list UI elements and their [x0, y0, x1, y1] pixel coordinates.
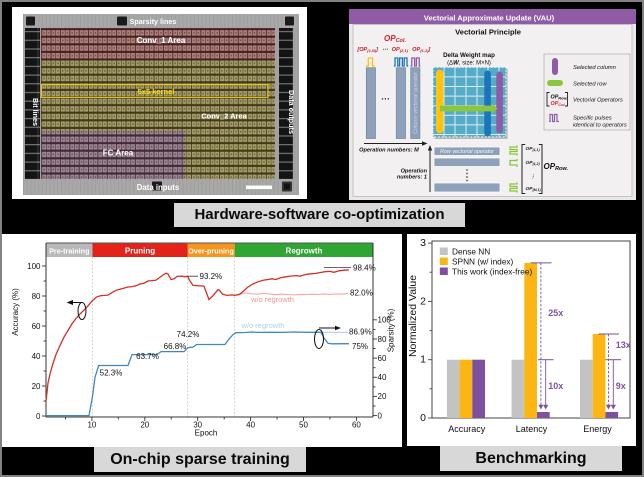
svg-text:OP(1,1): OP(1,1) [526, 146, 541, 152]
svg-text:Conv_2 Area: Conv_2 Area [201, 111, 247, 120]
svg-text:OP(1,1)]: OP(1,1)] [412, 47, 431, 53]
svg-text:Row vectorial operator: Row vectorial operator [440, 149, 494, 155]
svg-text:Selected column: Selected column [573, 65, 616, 71]
svg-text:80: 80 [32, 292, 41, 301]
svg-text:identical to operators: identical to operators [573, 123, 627, 129]
svg-text:25x: 25x [548, 308, 563, 318]
svg-text:75%: 75% [352, 342, 368, 351]
svg-text:66.8%: 66.8% [164, 342, 187, 351]
svg-text:Data outputs: Data outputs [287, 90, 296, 134]
svg-text:60: 60 [352, 421, 361, 430]
svg-text:w/o regrowth: w/o regrowth [250, 295, 294, 304]
svg-text:Regrowth: Regrowth [286, 247, 323, 256]
svg-text:Selected row: Selected row [573, 82, 607, 88]
svg-text:FC Area: FC Area [103, 149, 134, 158]
svg-text:This work (index-free): This work (index-free) [452, 267, 532, 277]
svg-text:100: 100 [378, 316, 392, 325]
svg-text:60: 60 [378, 354, 387, 363]
svg-text:SPNN (w/ index): SPNN (w/ index) [452, 257, 514, 267]
svg-text:⋯: ⋯ [382, 47, 388, 53]
svg-text:30: 30 [193, 421, 202, 430]
svg-text:⋮: ⋮ [531, 174, 536, 180]
svg-text:OPRow.: OPRow. [544, 162, 569, 172]
svg-text:20: 20 [140, 421, 149, 430]
svg-text:Sparsity (%): Sparsity (%) [387, 308, 396, 352]
svg-text:Vectorial Principle: Vectorial Principle [455, 27, 521, 36]
svg-text:74.2%: 74.2% [177, 330, 200, 339]
svg-text:Sparsity lines: Sparsity lines [130, 17, 177, 26]
svg-text:40: 40 [378, 373, 387, 382]
svg-text:60: 60 [32, 322, 41, 331]
svg-text:Pruning: Pruning [125, 247, 155, 256]
svg-text:Conv_1 Area: Conv_1 Area [137, 36, 186, 45]
svg-text:52.3%: 52.3% [100, 369, 123, 378]
svg-text:10x: 10x [548, 381, 563, 391]
svg-text:82.0%: 82.0% [350, 289, 373, 298]
svg-text:Accuracy: Accuracy [448, 424, 486, 434]
svg-text:Specific pulses: Specific pulses [573, 116, 612, 122]
svg-text:0: 0 [36, 412, 41, 421]
svg-text:Bit lines: Bit lines [31, 98, 40, 126]
svg-text:w/o regrowth: w/o regrowth [241, 321, 285, 330]
svg-text:5x5 kernel: 5x5 kernel [138, 87, 175, 96]
svg-text:10: 10 [87, 421, 96, 430]
svg-text:Latency: Latency [516, 424, 548, 434]
svg-text:Energy: Energy [583, 424, 612, 434]
svg-text:13x: 13x [616, 340, 631, 350]
svg-text:100: 100 [27, 262, 41, 271]
svg-text:Column vectorial operator: Column vectorial operator [413, 72, 419, 134]
svg-text:1: 1 [420, 354, 426, 366]
svg-text:2: 2 [420, 295, 426, 307]
svg-text:OP(2,1): OP(2,1) [392, 47, 409, 53]
svg-text:3: 3 [420, 237, 426, 249]
svg-text:Over-pruning: Over-pruning [188, 246, 234, 255]
svg-text:Epoch: Epoch [195, 429, 218, 438]
svg-text:Delta Weight map: Delta Weight map [443, 52, 495, 59]
svg-text:63.7%: 63.7% [136, 352, 159, 361]
svg-text:50: 50 [299, 421, 308, 430]
svg-text:86.9%: 86.9% [349, 328, 372, 337]
svg-text:OP(1,2): OP(1,2) [526, 160, 541, 166]
svg-text:Normalized Value: Normalized Value [407, 275, 419, 357]
svg-text:9x: 9x [616, 381, 626, 391]
svg-text:Accuracy (%): Accuracy (%) [11, 288, 20, 336]
svg-text:40: 40 [246, 421, 255, 430]
svg-text:OP(M,1): OP(M,1) [526, 186, 542, 192]
svg-text:Operation: Operation [401, 169, 428, 175]
svg-text:20: 20 [378, 392, 387, 401]
svg-text:Data inputs: Data inputs [137, 183, 180, 192]
svg-text:0: 0 [378, 411, 383, 420]
svg-text:···: ··· [381, 94, 390, 104]
svg-text:Pre-training: Pre-training [49, 246, 89, 255]
svg-text:[OP(1,N)]: [OP(1,N)] [356, 47, 379, 53]
svg-text:(ΔW, size: M×N): (ΔW, size: M×N) [447, 61, 491, 67]
svg-text:OPRow.: OPRow. [551, 95, 568, 101]
svg-text:80: 80 [378, 335, 387, 344]
svg-text:Dense NN: Dense NN [452, 247, 490, 257]
svg-text:numbers: 1: numbers: 1 [397, 174, 427, 180]
svg-text:Operation numbers: M: Operation numbers: M [359, 147, 419, 153]
svg-text:Vectorial Operators: Vectorial Operators [573, 98, 623, 104]
svg-text:OPCol.: OPCol. [384, 34, 406, 44]
svg-text:20: 20 [32, 382, 41, 391]
svg-text:OPCol.: OPCol. [551, 101, 566, 107]
svg-text:98.4%: 98.4% [353, 264, 376, 273]
svg-text:93.2%: 93.2% [200, 272, 223, 281]
svg-text:Vectorial Approximate Update (: Vectorial Approximate Update (VAU) [424, 13, 555, 22]
svg-text:0: 0 [420, 412, 426, 424]
svg-text:40: 40 [32, 352, 41, 361]
